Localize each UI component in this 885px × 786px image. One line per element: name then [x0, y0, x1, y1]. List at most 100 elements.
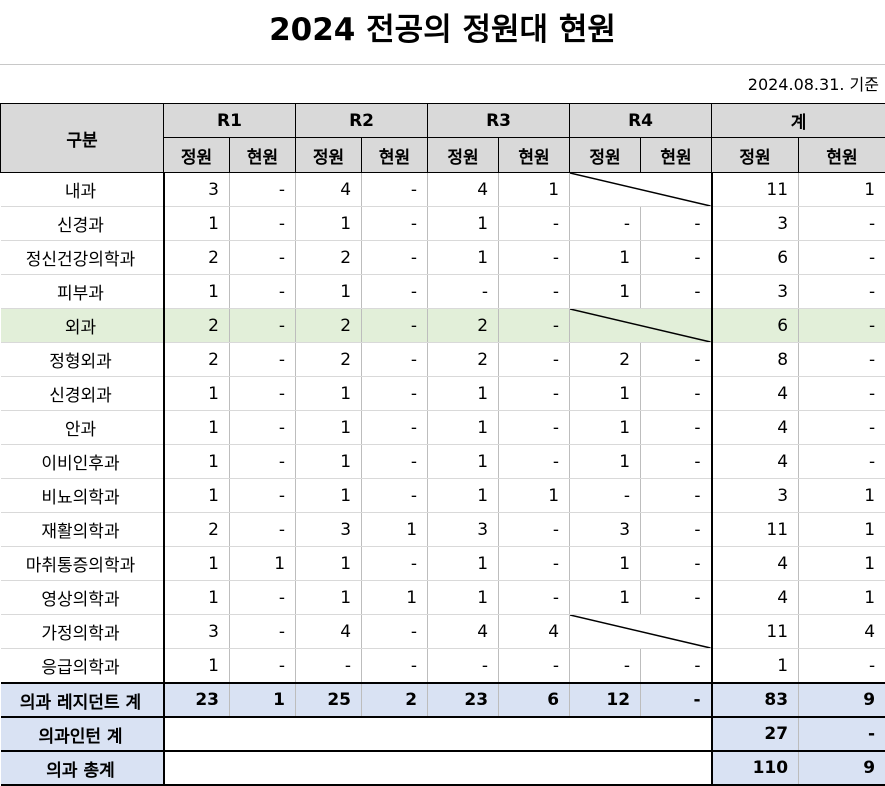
table-cell: -	[799, 377, 885, 411]
table-cell: 1	[499, 479, 570, 513]
table-cell: -	[641, 683, 712, 717]
table-cell: 4	[428, 615, 499, 649]
table-cell: 1	[164, 479, 230, 513]
table-cell: 9	[799, 683, 885, 717]
table-cell: 1	[799, 479, 885, 513]
row-label: 응급의학과	[1, 649, 164, 684]
row-label: 안과	[1, 411, 164, 445]
table-cell: 4	[712, 377, 799, 411]
table-cell: 1	[296, 377, 362, 411]
table-cell: -	[296, 649, 362, 684]
table-cell: 1	[799, 547, 885, 581]
table-cell: 1	[164, 207, 230, 241]
table-cell: 8	[712, 343, 799, 377]
table-cell: 1	[799, 173, 885, 207]
table-cell: -	[230, 513, 296, 547]
table-cell: 3	[712, 207, 799, 241]
table-cell: 1	[164, 275, 230, 309]
table-cell: 4	[712, 411, 799, 445]
table-cell: 1	[799, 513, 885, 547]
table-cell: -	[799, 309, 885, 343]
date-note: 2024.08.31. 기준	[748, 72, 879, 98]
table-cell: 1	[570, 377, 641, 411]
table-cell: 3	[296, 513, 362, 547]
table-cell: -	[641, 343, 712, 377]
row-label: 신경외과	[1, 377, 164, 411]
table-cell: 2	[296, 241, 362, 275]
table-cell: 1	[164, 411, 230, 445]
table-cell: -	[230, 275, 296, 309]
table-cell: 1	[296, 547, 362, 581]
table-cell: 1	[428, 411, 499, 445]
subheader-quota: 정원	[712, 138, 799, 173]
table-cell: -	[799, 207, 885, 241]
table-cell: -	[570, 207, 641, 241]
table-cell: -	[230, 445, 296, 479]
table-cell: -	[499, 275, 570, 309]
row-label: 의과인턴 계	[1, 717, 164, 751]
table-cell: -	[799, 343, 885, 377]
row-label: 정신건강의학과	[1, 241, 164, 275]
header-group-r4: R4	[570, 104, 712, 138]
table-cell: 12	[570, 683, 641, 717]
table-cell: 1	[164, 377, 230, 411]
table-cell: -	[799, 717, 885, 751]
table-cell: -	[499, 343, 570, 377]
table-cell: -	[230, 649, 296, 684]
table-cell: -	[230, 309, 296, 343]
table-cell: 2	[362, 683, 428, 717]
table-cell: 1	[428, 207, 499, 241]
table-cell: 3	[164, 173, 230, 207]
table-cell: -	[230, 411, 296, 445]
table-cell: -	[230, 581, 296, 615]
table-cell: 23	[164, 683, 230, 717]
table-cell: -	[362, 377, 428, 411]
table-cell: 1	[164, 547, 230, 581]
page-title: 2024 전공의 정원대 현원	[0, 10, 885, 50]
table-cell: -	[499, 411, 570, 445]
table-cell: 1	[296, 479, 362, 513]
table-cell: 1	[799, 581, 885, 615]
table-cell: 4	[712, 581, 799, 615]
table-cell: 3	[164, 615, 230, 649]
table-cell: 6	[499, 683, 570, 717]
table-cell: -	[230, 479, 296, 513]
table-cell: 1	[428, 377, 499, 411]
table-cell: 23	[428, 683, 499, 717]
table-cell: 11	[712, 615, 799, 649]
table-cell: -	[641, 513, 712, 547]
table-cell: -	[799, 275, 885, 309]
table-cell: -	[230, 241, 296, 275]
table-cell: -	[230, 343, 296, 377]
table-cell: 2	[164, 309, 230, 343]
table-cell: -	[428, 275, 499, 309]
table-cell: 110	[712, 751, 799, 785]
table-cell: 3	[428, 513, 499, 547]
row-label: 내과	[1, 173, 164, 207]
table-cell: 4	[799, 615, 885, 649]
table-cell: 4	[428, 173, 499, 207]
row-label: 이비인후과	[1, 445, 164, 479]
row-label: 외과	[1, 309, 164, 343]
subheader-quota: 정원	[296, 138, 362, 173]
table-cell: 1	[570, 241, 641, 275]
table-cell: -	[362, 479, 428, 513]
row-label: 가정의학과	[1, 615, 164, 649]
table-cell: -	[499, 649, 570, 684]
table-cell: 2	[570, 343, 641, 377]
table-cell: -	[428, 649, 499, 684]
table-cell: 11	[712, 173, 799, 207]
row-label: 영상의학과	[1, 581, 164, 615]
header-group-r2: R2	[296, 104, 428, 138]
table-cell: -	[362, 615, 428, 649]
not-applicable-cell	[570, 309, 712, 343]
